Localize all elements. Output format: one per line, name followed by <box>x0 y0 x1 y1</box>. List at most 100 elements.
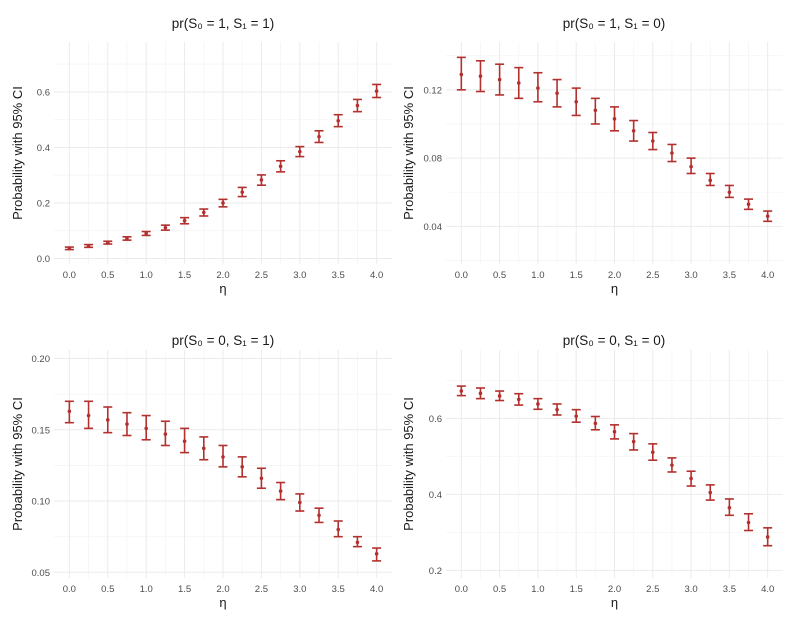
x-tick-label: 0.0 <box>455 270 468 281</box>
y-tick-label: 0.4 <box>37 143 50 154</box>
data-point <box>670 151 674 155</box>
data-point <box>163 225 168 230</box>
x-tick-label: 2.5 <box>646 584 659 595</box>
data-point <box>765 535 770 539</box>
x-tick-label: 2.0 <box>608 584 621 595</box>
x-tick-label: 1.0 <box>531 270 544 281</box>
data-point <box>536 86 540 90</box>
x-tick-label: 1.0 <box>140 584 153 595</box>
x-tick-label: 2.5 <box>255 584 268 595</box>
x-tick-label: 0.5 <box>101 584 114 595</box>
data-point <box>670 463 674 467</box>
data-point <box>536 402 540 406</box>
y-axis-label: Probability with 95% CI <box>401 397 416 531</box>
data-point <box>497 77 502 82</box>
panel-title: pr(S₀ = 1, S₁ = 0) <box>563 16 665 31</box>
x-tick-label: 3.0 <box>684 270 697 281</box>
y-tick-label: 0.15 <box>32 425 51 436</box>
data-point <box>317 513 321 518</box>
data-point <box>478 74 483 78</box>
x-tick-label: 1.0 <box>531 584 544 595</box>
data-point <box>555 407 559 412</box>
x-tick-label: 2.5 <box>255 270 268 281</box>
data-point <box>144 426 148 431</box>
data-point <box>355 103 360 108</box>
data-point <box>650 450 655 455</box>
data-point <box>574 99 579 104</box>
data-point <box>689 476 693 481</box>
data-point <box>221 201 225 205</box>
x-tick-label: 2.0 <box>608 270 621 281</box>
data-point <box>355 540 360 545</box>
y-axis-label: Probability with 95% CI <box>401 86 416 220</box>
y-tick-label: 0.20 <box>32 354 51 365</box>
data-point <box>259 476 264 481</box>
data-point <box>727 505 732 510</box>
x-tick-label: 2.5 <box>646 270 659 281</box>
data-point <box>708 490 713 495</box>
data-point <box>67 246 72 251</box>
x-axis-label: η <box>611 281 618 296</box>
data-point <box>708 178 713 183</box>
data-point <box>765 214 770 218</box>
y-axis-label: Probability with 95% CI <box>10 86 25 220</box>
data-point <box>201 210 206 215</box>
data-point <box>182 218 187 223</box>
y-tick-label: 0.12 <box>424 85 443 96</box>
y-tick-label: 0.4 <box>429 490 442 501</box>
data-point <box>593 108 598 113</box>
x-tick-label: 2.0 <box>216 584 229 595</box>
data-point <box>278 164 283 169</box>
x-tick-label: 1.5 <box>178 584 191 595</box>
data-point <box>278 489 283 493</box>
x-tick-label: 1.5 <box>570 584 583 595</box>
data-point <box>459 389 464 393</box>
x-axis-label: η <box>219 281 226 296</box>
data-point <box>459 72 464 77</box>
y-tick-label: 0.08 <box>424 154 443 165</box>
data-point <box>612 429 617 434</box>
data-point <box>240 465 245 469</box>
x-tick-label: 1.5 <box>178 270 191 281</box>
x-tick-label: 4.0 <box>370 584 383 595</box>
data-point <box>374 551 379 556</box>
y-tick-label: 0.6 <box>429 414 442 425</box>
x-tick-label: 0.5 <box>493 584 506 595</box>
data-point <box>259 178 264 182</box>
y-tick-label: 0.0 <box>37 254 50 265</box>
y-tick-label: 0.05 <box>32 568 51 579</box>
data-point <box>125 422 129 426</box>
data-point <box>497 394 502 398</box>
y-tick-label: 0.10 <box>32 497 51 508</box>
data-point <box>67 409 72 414</box>
data-point <box>689 164 693 169</box>
data-point <box>746 520 751 525</box>
data-point <box>727 190 732 195</box>
data-point <box>317 134 321 139</box>
y-tick-label: 0.2 <box>429 566 442 577</box>
data-point <box>746 202 751 207</box>
data-point <box>631 129 636 133</box>
x-tick-label: 3.0 <box>293 584 306 595</box>
x-tick-label: 1.0 <box>140 270 153 281</box>
data-point <box>574 414 579 418</box>
data-point <box>593 421 598 426</box>
data-point <box>144 231 148 236</box>
x-tick-label: 3.5 <box>723 270 736 281</box>
y-tick-label: 0.2 <box>37 198 50 209</box>
y-tick-label: 0.6 <box>37 87 50 98</box>
x-axis-label: η <box>219 595 226 610</box>
x-tick-label: 3.5 <box>332 270 345 281</box>
data-point <box>650 139 655 143</box>
x-tick-label: 0.0 <box>63 270 76 281</box>
x-tick-label: 2.0 <box>216 270 229 281</box>
data-point <box>201 446 206 451</box>
data-point <box>516 81 521 85</box>
y-axis-label: Probability with 95% CI <box>10 397 25 531</box>
data-point <box>298 149 302 154</box>
data-point <box>631 439 636 444</box>
data-point <box>336 527 341 532</box>
x-tick-label: 0.0 <box>63 584 76 595</box>
chart-panel-3: 0.0 0.5 1.0 1.5 2.0 2.5 3.0 3.5 4.0 0.05 0.10 0.15 0… <box>10 333 392 610</box>
